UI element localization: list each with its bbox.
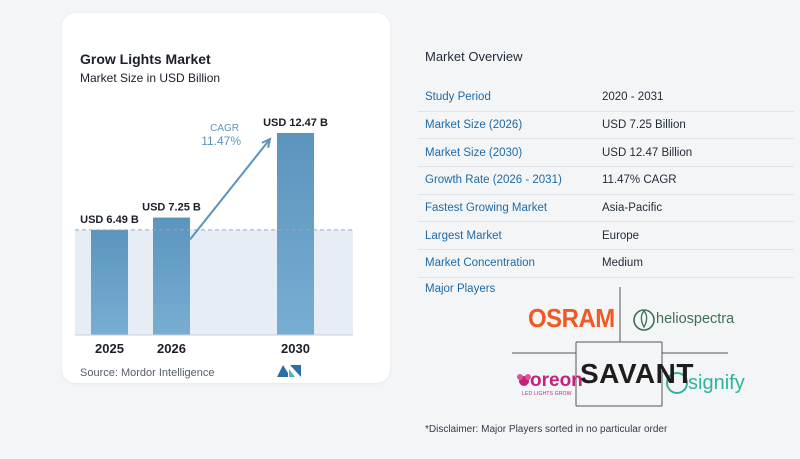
table-row: Fastest Growing Market Asia-Pacific bbox=[418, 194, 794, 223]
chart-subtitle: Market Size in USD Billion bbox=[80, 71, 221, 85]
cagr-arrow-head bbox=[261, 137, 272, 148]
bar-rect bbox=[153, 217, 190, 335]
row-value: Medium bbox=[595, 249, 794, 278]
table-row: Growth Rate (2026 - 2031) 11.47% CAGR bbox=[418, 166, 794, 195]
savant-logo: SAVANT bbox=[580, 358, 694, 389]
row-key: Growth Rate (2026 - 2031) bbox=[418, 166, 595, 195]
chart-source: Source: Mordor Intelligence bbox=[80, 367, 215, 379]
heliospectra-leaf-icon bbox=[633, 309, 655, 331]
row-value: USD 12.47 Billion bbox=[595, 138, 794, 168]
chart-title: Grow Lights Market bbox=[80, 51, 211, 67]
row-value: 11.47% CAGR bbox=[595, 166, 794, 195]
table-row: Market Size (2026) USD 7.25 Billion bbox=[418, 111, 794, 140]
row-value: USD 7.25 Billion bbox=[595, 111, 794, 140]
bar bbox=[153, 217, 190, 335]
cagr-value: 11.47% bbox=[201, 134, 241, 148]
bar bbox=[277, 133, 314, 335]
row-key: Market Size (2030) bbox=[418, 138, 595, 168]
cagr-label: CAGR bbox=[210, 123, 239, 134]
signify-logo-icon bbox=[666, 372, 688, 394]
heliospectra-logo: heliospectra bbox=[656, 311, 735, 327]
data-label: USD 7.25 B bbox=[142, 202, 201, 214]
row-value: 2020 - 2031 bbox=[595, 84, 794, 112]
data-label: USD 12.47 B bbox=[263, 117, 328, 129]
x-tick-label: 2030 bbox=[281, 341, 310, 356]
signify-logo: signify bbox=[688, 372, 745, 394]
table-row: Market Size (2030) USD 12.47 Billion bbox=[418, 138, 794, 168]
market-overview-table: Study Period 2020 - 2031 Market Size (202… bbox=[418, 84, 794, 278]
overview-title: Market Overview bbox=[425, 49, 523, 64]
oreon-logo: oreon bbox=[530, 370, 583, 391]
row-key: Market Size (2026) bbox=[418, 111, 595, 140]
row-key: Market Concentration bbox=[418, 249, 595, 278]
mordor-intelligence-logo-icon bbox=[277, 365, 301, 377]
x-tick-label: 2026 bbox=[157, 341, 186, 356]
row-key: Fastest Growing Market bbox=[418, 194, 595, 223]
major-players-title: Major Players bbox=[425, 283, 496, 295]
cagr-arrow-line bbox=[189, 138, 271, 241]
bar-rect bbox=[277, 133, 314, 335]
row-key: Largest Market bbox=[418, 221, 595, 251]
row-value: Asia-Pacific bbox=[595, 194, 794, 223]
oreon-tagline: LED LIGHTS GROW bbox=[522, 391, 572, 397]
row-key: Study Period bbox=[418, 84, 595, 112]
oreon-flower-icon bbox=[517, 374, 531, 386]
table-row: Largest Market Europe bbox=[418, 221, 794, 251]
row-value: Europe bbox=[595, 221, 794, 251]
bar-rect bbox=[91, 229, 128, 335]
table-row: Market Concentration Medium bbox=[418, 249, 794, 278]
osram-logo: OSRAM bbox=[528, 303, 615, 333]
data-label: USD 6.49 B bbox=[80, 214, 139, 226]
table-row: Study Period 2020 - 2031 bbox=[418, 84, 794, 112]
disclaimer-text: *Disclaimer: Major Players sorted in no … bbox=[425, 424, 668, 435]
bar bbox=[91, 229, 128, 335]
x-tick-label: 2025 bbox=[95, 341, 124, 356]
